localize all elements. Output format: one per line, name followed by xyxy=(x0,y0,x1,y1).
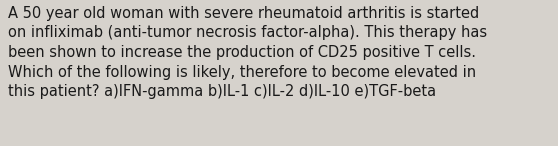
Text: A 50 year old woman with severe rheumatoid arthritis is started
on infliximab (a: A 50 year old woman with severe rheumato… xyxy=(8,6,488,99)
